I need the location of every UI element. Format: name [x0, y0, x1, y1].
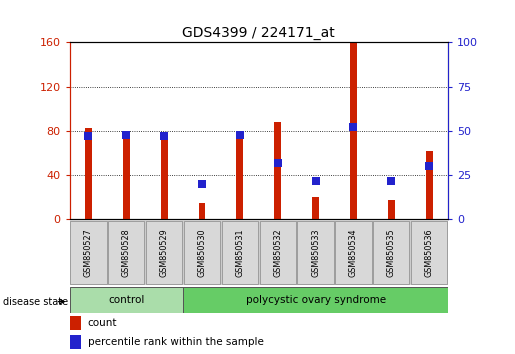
Title: GDS4399 / 224171_at: GDS4399 / 224171_at: [182, 26, 335, 40]
Bar: [123, 137, 130, 219]
Text: GSM850530: GSM850530: [198, 228, 207, 277]
FancyBboxPatch shape: [146, 222, 182, 284]
Bar: [199, 203, 205, 219]
FancyBboxPatch shape: [411, 222, 448, 284]
Text: polycystic ovary syndrome: polycystic ovary syndrome: [246, 295, 386, 305]
Bar: [85, 128, 92, 219]
Text: GSM850532: GSM850532: [273, 228, 282, 277]
Text: count: count: [88, 318, 117, 328]
Bar: [350, 42, 357, 219]
FancyBboxPatch shape: [260, 222, 296, 284]
FancyBboxPatch shape: [221, 222, 258, 284]
Point: [312, 178, 320, 183]
Point: [273, 160, 282, 166]
FancyBboxPatch shape: [297, 222, 334, 284]
Text: GSM850536: GSM850536: [425, 228, 434, 277]
Point: [122, 132, 130, 137]
Text: disease state: disease state: [3, 297, 67, 307]
Point: [349, 125, 357, 130]
FancyBboxPatch shape: [184, 222, 220, 284]
Bar: [388, 200, 394, 219]
Bar: [161, 135, 167, 219]
Text: GSM850529: GSM850529: [160, 228, 168, 277]
Bar: [426, 151, 433, 219]
FancyBboxPatch shape: [70, 222, 107, 284]
Bar: [274, 122, 281, 219]
FancyBboxPatch shape: [108, 222, 145, 284]
Point: [84, 133, 93, 139]
Bar: [70, 316, 81, 330]
Text: GSM850534: GSM850534: [349, 228, 358, 277]
Point: [160, 133, 168, 139]
Bar: [312, 198, 319, 219]
Point: [236, 132, 244, 137]
Text: percentile rank within the sample: percentile rank within the sample: [88, 337, 264, 347]
Text: GSM850528: GSM850528: [122, 228, 131, 277]
Text: GSM850527: GSM850527: [84, 228, 93, 277]
Text: control: control: [108, 295, 145, 305]
Bar: [236, 131, 243, 219]
Text: GSM850533: GSM850533: [311, 228, 320, 277]
Point: [425, 164, 433, 169]
Text: GSM850535: GSM850535: [387, 228, 396, 277]
Text: GSM850531: GSM850531: [235, 228, 244, 277]
FancyBboxPatch shape: [70, 287, 183, 313]
FancyBboxPatch shape: [373, 222, 409, 284]
FancyBboxPatch shape: [335, 222, 372, 284]
FancyBboxPatch shape: [183, 287, 448, 313]
Bar: [70, 335, 81, 349]
Point: [387, 178, 396, 183]
Point: [198, 181, 206, 187]
